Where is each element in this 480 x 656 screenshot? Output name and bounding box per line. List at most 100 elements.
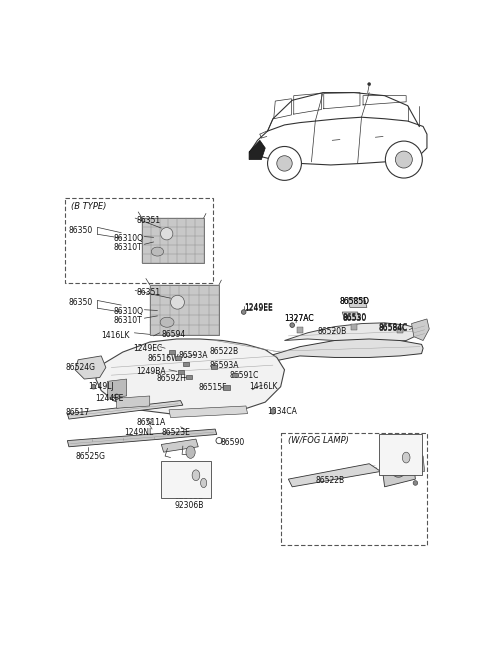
Text: 86591C: 86591C [229,371,258,380]
Ellipse shape [186,446,195,459]
Polygon shape [142,218,204,263]
Circle shape [267,146,301,180]
Circle shape [277,155,292,171]
Polygon shape [232,373,238,377]
Text: 1249LJ: 1249LJ [88,382,114,391]
Circle shape [413,481,418,485]
Text: 86585D: 86585D [340,297,370,306]
Polygon shape [150,285,219,335]
Text: 86516W: 86516W [147,354,179,363]
Text: 1416LK: 1416LK [249,382,277,391]
Text: 1249EE: 1249EE [244,303,273,312]
Polygon shape [411,319,429,340]
Text: 86351: 86351 [137,216,161,225]
Text: 1249EC: 1249EC [133,344,162,353]
Text: (B TYPE): (B TYPE) [71,202,107,211]
Text: 86584C: 86584C [378,323,408,333]
Text: 86584C: 86584C [378,323,408,332]
Circle shape [290,323,295,327]
Polygon shape [342,312,360,319]
Polygon shape [186,375,192,379]
Text: 86524G: 86524G [65,363,95,372]
Text: 86523E: 86523E [161,428,190,436]
Circle shape [368,83,371,86]
Text: 86585D: 86585D [340,297,370,306]
Polygon shape [411,452,425,472]
Polygon shape [348,298,367,308]
Text: 86511A: 86511A [137,419,166,427]
Text: (W/FOG LAMP): (W/FOG LAMP) [288,436,349,445]
Text: 1327AC: 1327AC [285,314,314,323]
Text: 86522B: 86522B [315,476,345,485]
Text: 86515F: 86515F [198,383,227,392]
Text: 86525G: 86525G [75,452,105,461]
Polygon shape [249,140,265,159]
Text: 1327AC: 1327AC [285,314,314,323]
Text: 1244FE: 1244FE [95,394,123,403]
Polygon shape [351,323,357,330]
Text: 86310T: 86310T [114,316,142,325]
Text: 92306B: 92306B [174,501,204,510]
Circle shape [385,141,422,178]
Text: 86522B: 86522B [209,348,238,356]
Text: 86594: 86594 [161,330,186,338]
Bar [161,461,211,498]
Bar [379,434,421,474]
Text: 86350: 86350 [69,226,93,235]
Polygon shape [175,356,181,360]
Text: 18643D: 18643D [180,470,211,479]
Ellipse shape [201,478,207,487]
Text: 86593A: 86593A [178,352,208,360]
Text: 86310T: 86310T [114,243,142,252]
Polygon shape [183,362,189,367]
Polygon shape [108,379,127,398]
Ellipse shape [192,470,200,481]
Circle shape [160,228,173,240]
Text: 86592H: 86592H [156,375,187,383]
Text: 92202: 92202 [390,447,414,456]
Polygon shape [169,350,175,354]
Polygon shape [161,439,198,452]
Polygon shape [169,406,248,417]
Text: 1249BA: 1249BA [137,367,166,376]
Text: 1249NL: 1249NL [124,428,154,436]
Polygon shape [211,365,217,369]
Ellipse shape [402,452,410,463]
Circle shape [241,310,246,314]
Text: 92305B: 92305B [174,492,204,501]
Text: 86530: 86530 [342,314,367,323]
Text: 86351: 86351 [137,288,161,297]
Text: 86350: 86350 [69,298,93,307]
Polygon shape [397,327,403,333]
Polygon shape [285,323,419,342]
Polygon shape [67,429,217,447]
Circle shape [170,295,184,309]
Text: 86593A: 86593A [209,361,239,370]
Text: 1334CA: 1334CA [267,407,298,416]
Circle shape [396,151,412,168]
Text: 1249EE: 1249EE [244,304,273,312]
Text: 86310Q: 86310Q [114,234,144,243]
Polygon shape [297,327,303,333]
Text: 86310Q: 86310Q [114,308,144,316]
Polygon shape [381,448,415,487]
Circle shape [91,384,96,389]
Circle shape [270,409,276,414]
Text: 86590: 86590 [221,438,245,447]
Polygon shape [267,339,423,362]
Text: 86530: 86530 [342,313,367,322]
Text: 86517: 86517 [65,407,89,417]
Ellipse shape [390,458,407,477]
Polygon shape [96,339,285,414]
Ellipse shape [160,318,174,327]
Text: 18647: 18647 [388,465,412,474]
Text: 86520B: 86520B [318,327,347,336]
Polygon shape [223,385,230,390]
Polygon shape [75,356,106,379]
Polygon shape [117,396,150,408]
Polygon shape [67,401,183,419]
Text: 92201B: 92201B [384,438,414,447]
Text: 1416LK: 1416LK [101,331,130,340]
Polygon shape [288,464,381,487]
Ellipse shape [151,247,164,256]
